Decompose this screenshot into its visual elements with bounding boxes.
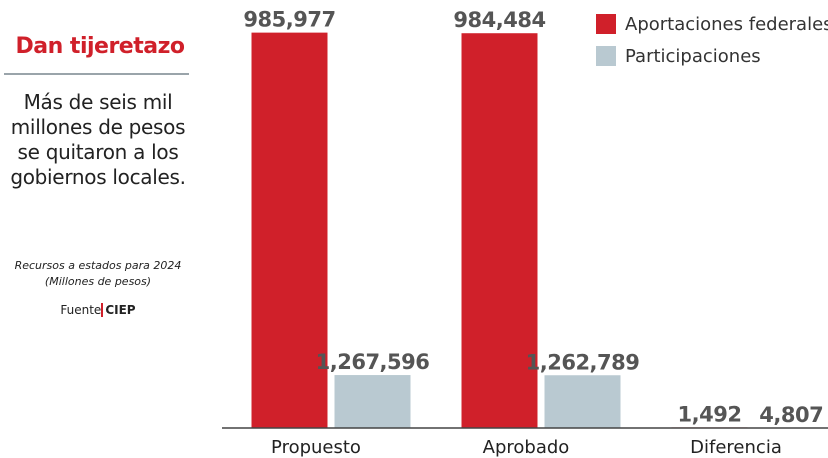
source-label: Fuente: [60, 303, 102, 317]
value-label: 1,267,596: [316, 350, 430, 374]
legend-swatch: [596, 14, 616, 34]
side-panel: Dan tijeretazo Más de seis mil millones …: [0, 0, 200, 458]
subtitle: Más de seis mil millones de pesos se qui…: [10, 90, 186, 189]
source-name: CIEP: [101, 303, 136, 317]
x-tick-label: Aprobado: [483, 437, 570, 458]
annotation: Recursos a estados para 2024: [14, 259, 182, 272]
legend-label: Aportaciones federales: [625, 14, 828, 35]
bar: [251, 32, 328, 428]
bar: [461, 33, 538, 428]
divider: [4, 73, 189, 75]
legend-label: Participaciones: [625, 46, 761, 67]
x-tick-label: Propuesto: [271, 437, 361, 458]
chart-title: Dan tijeretazo: [15, 34, 186, 59]
value-label: 984,484: [453, 8, 545, 32]
bar: [544, 375, 621, 428]
bar: [334, 375, 411, 428]
x-tick-label: Diferencia: [690, 437, 782, 458]
source: Fuente CIEP: [0, 303, 196, 317]
value-label: 1,492: [678, 402, 742, 426]
value-label: 985,977: [243, 8, 335, 32]
value-label: 1,262,789: [526, 350, 640, 374]
value-label: 4,807: [759, 403, 823, 427]
annotation: (Millones de pesos): [44, 275, 152, 288]
legend-swatch: [596, 46, 616, 66]
